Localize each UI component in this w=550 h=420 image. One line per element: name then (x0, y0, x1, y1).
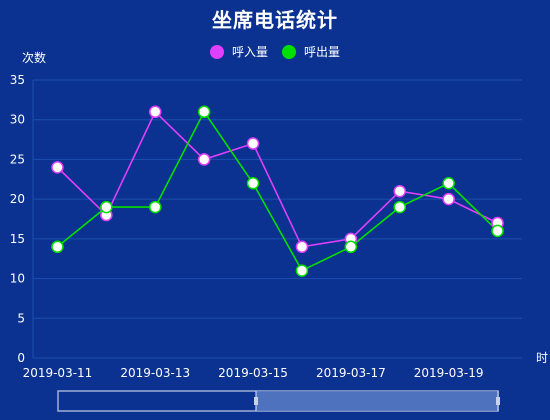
data-point-0 (51, 161, 64, 174)
x-axis-label: 时 (536, 351, 548, 365)
zoom-handle-grip (254, 397, 258, 405)
data-point-0 (246, 137, 260, 150)
y-tick-label: 30 (10, 113, 25, 127)
data-point-0 (149, 105, 162, 119)
data-point-1 (51, 240, 64, 254)
data-zoom-slider[interactable] (57, 390, 500, 412)
data-point-0 (442, 192, 455, 206)
series-line-1 (56, 110, 499, 272)
legend-label-outbound: 呼出量 (304, 45, 341, 59)
series-lines (56, 110, 499, 272)
y-tick-label: 15 (10, 232, 25, 246)
legend-item-outbound[interactable]: 呼出量 (282, 43, 340, 60)
axes: 0 5 10 15 20 25 30 35 次数时 2019-03-11 2019-03-13 201… (10, 50, 548, 380)
x-tick-label: 2019-03-13 (120, 366, 190, 380)
y-tick-label: 5 (17, 311, 25, 325)
data-point-0 (393, 184, 406, 198)
x-tick-label: 2019-03-19 (414, 366, 484, 380)
legend: 呼入量 呼出量 (0, 43, 550, 60)
zoom-handle-grip (496, 397, 500, 405)
zoom-selected-range (256, 391, 498, 411)
data-point-1 (246, 177, 260, 190)
y-tick-label: 35 (10, 73, 25, 87)
data-point-1 (393, 200, 406, 214)
data-point-0 (295, 240, 309, 254)
y-axis-label: 次数 (22, 50, 46, 65)
x-tick-label: 2019-03-15 (218, 366, 288, 380)
x-tick-label: 2019-03-17 (316, 366, 386, 380)
y-tick-label: 0 (17, 351, 25, 365)
data-point-1 (491, 224, 504, 238)
series-points (51, 105, 504, 277)
data-point-1 (442, 177, 455, 190)
data-point-0 (197, 153, 211, 166)
data-point-1 (295, 264, 309, 277)
chart-title: 坐席电话统计 (212, 8, 338, 32)
legend-label-inbound: 呼入量 (231, 45, 268, 59)
y-tick-label: 25 (10, 152, 25, 166)
data-point-1 (197, 105, 211, 119)
y-tick-label: 10 (10, 272, 25, 286)
data-point-1 (149, 200, 162, 214)
legend-swatch-inbound (209, 44, 224, 59)
legend-item-inbound[interactable]: 呼入量 (209, 43, 268, 60)
x-tick-label: 2019-03-11 (23, 366, 93, 380)
legend-swatch-outbound (282, 44, 296, 59)
data-point-1 (344, 240, 358, 254)
y-tick-label: 20 (10, 192, 25, 206)
data-point-1 (100, 200, 113, 214)
